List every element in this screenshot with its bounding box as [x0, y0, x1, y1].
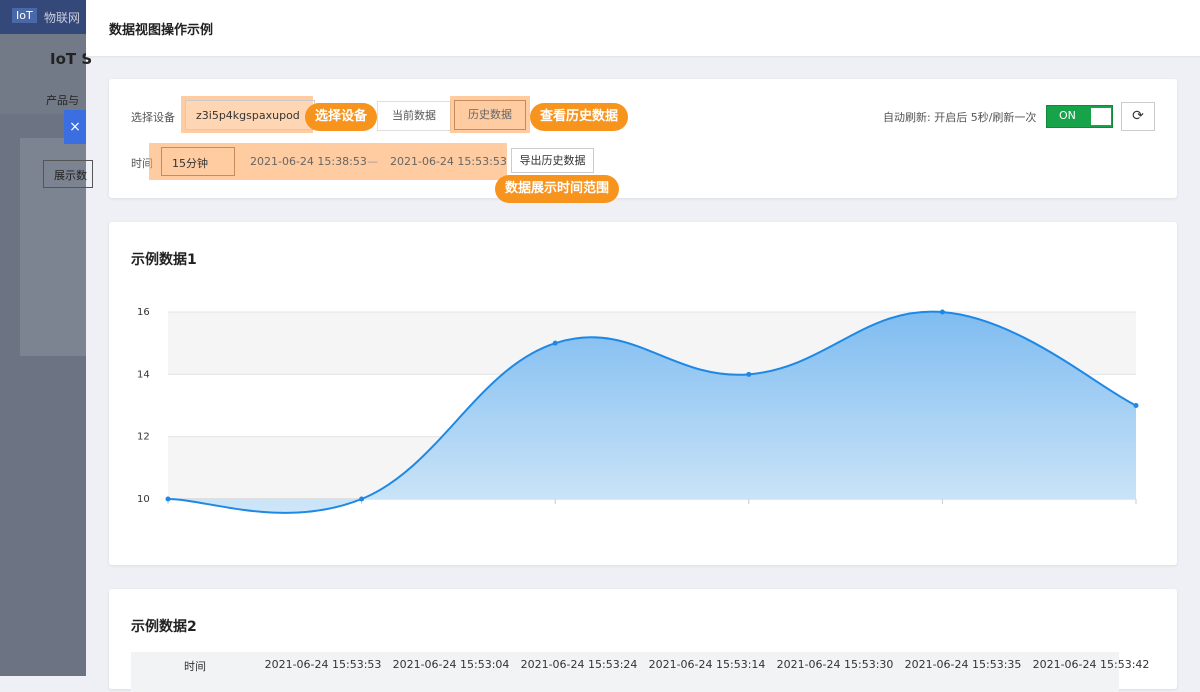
header-cell: 2021-06-24 15:53:35: [904, 658, 1022, 671]
highlight: [450, 96, 530, 133]
drawer-title: 数据视图操作示例: [109, 23, 214, 38]
table-header: 时间 2021-06-24 15:53:53 2021-06-24 15:53:04…: [131, 652, 1149, 692]
time-label: 时间: [131, 157, 153, 170]
button: 展示数: [43, 160, 93, 188]
tab[interactable]: 历史数据: [454, 100, 526, 130]
header-cell: 时间: [184, 660, 206, 673]
close-button[interactable]: ×: [64, 110, 86, 144]
header-cell: 2021-06-24 15:53:42: [1032, 658, 1150, 671]
highlight: [149, 143, 507, 180]
auto-refresh: 自动刷新: 开启后 5秒/刷新一次: [883, 111, 1037, 124]
point: [552, 340, 558, 346]
point: [746, 371, 752, 377]
device-label: 选择设备: [131, 111, 175, 124]
toggle[interactable]: ON: [1046, 105, 1113, 128]
point: [359, 496, 365, 502]
refresh-button[interactable]: ⟳: [1121, 102, 1155, 131]
toolbar-card: 选择设备 z3i5p4kgspaxupod 选择设备 当前数据 历史数据 查看历…: [109, 79, 1177, 203]
separator: —: [367, 155, 378, 168]
toggle-knob: [1091, 108, 1111, 125]
header-area: [0, 34, 86, 114]
panel: [20, 138, 86, 356]
end-time: 2021-06-24 15:53:53: [390, 155, 507, 168]
y-tick-label: 14: [137, 369, 150, 380]
app-title: IoT S: [50, 50, 93, 68]
y-tick-label: 10: [137, 494, 150, 505]
chart-title: 示例数据1: [131, 252, 197, 268]
tab[interactable]: 当前数据: [377, 101, 451, 131]
callout: 数据展示时间范围: [495, 175, 620, 203]
drawer-header: 数据视图操作示例: [86, 0, 1200, 56]
chart: 10 12 14 16: [137, 307, 1139, 514]
brand: IoT: [12, 8, 37, 23]
y-tick-label: 16: [137, 307, 150, 318]
line: [167, 310, 1137, 514]
point: [939, 309, 945, 315]
table-title: 示例数据2: [131, 619, 197, 635]
background-app: IoT 物联网 IoT S 产品与 展示数 ×: [0, 0, 93, 676]
header-cell: 2021-06-24 15:53:14: [648, 658, 766, 671]
export-button[interactable]: 导出历史数据: [511, 148, 594, 173]
callout: 选择设备: [305, 103, 378, 131]
header-cell: 2021-06-24 15:53:04: [392, 658, 510, 671]
point: [1133, 403, 1139, 408]
tab: 产品与: [46, 94, 79, 107]
callout: 查看历史数据: [530, 103, 629, 131]
point: [165, 496, 171, 502]
header-cell: 2021-06-24 15:53:53: [264, 658, 382, 671]
toggle-label: ON: [1059, 109, 1076, 122]
highlight: [181, 96, 313, 133]
chart-card: 示例数据1 10 12 14 16: [109, 222, 1177, 565]
nav-text: 物联网: [44, 11, 81, 25]
header-cell: 2021-06-24 15:53:24: [520, 658, 638, 671]
device-select[interactable]: z3i5p4kgspaxupod: [185, 100, 315, 130]
header-cell: 2021-06-24 15:53:30: [776, 658, 894, 671]
start-time: 2021-06-24 15:38:53: [250, 155, 367, 168]
table-card: 示例数据2 时间 2021-06-24 15:53:53 2021-06-24 15…: [109, 589, 1177, 692]
range-select[interactable]: 15分钟: [161, 147, 235, 176]
y-tick-label: 12: [137, 432, 150, 443]
area: [168, 311, 1136, 513]
